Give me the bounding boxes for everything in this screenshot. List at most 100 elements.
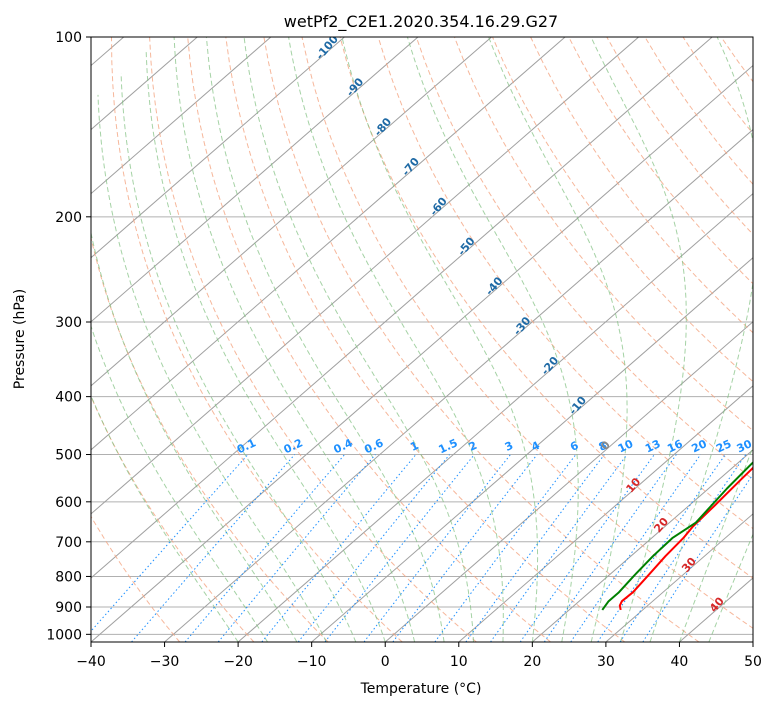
- x-tick-label: 0: [381, 654, 390, 670]
- moist-adiabat-line: [288, 37, 504, 642]
- x-tick-label: 20: [523, 654, 541, 670]
- mixing-ratio-line: [91, 454, 249, 632]
- mixing-ratio-label: 13: [643, 437, 662, 455]
- plot-frame: [90, 36, 754, 643]
- isotherm-line: [91, 37, 272, 195]
- x-tick-label: 10: [450, 654, 468, 670]
- mixing-ratio-label: 1.5: [437, 436, 460, 456]
- mixing-ratio-label: 6: [568, 439, 581, 454]
- moist-adiabat-line: [97, 94, 327, 642]
- dry-adiabat-label: -50: [455, 234, 478, 258]
- y-tick-label: 100: [55, 30, 82, 46]
- mixing-ratio-line: [261, 454, 417, 642]
- dry-adiabat-label: -40: [483, 274, 506, 298]
- isotherm-line: [384, 321, 753, 642]
- isotherm-line: [91, 37, 345, 259]
- isotherm-line: [91, 37, 639, 515]
- moist-adiabat-line: [243, 37, 474, 642]
- mixing-ratio-line: [465, 454, 605, 642]
- x-tick-label: −10: [297, 654, 327, 670]
- mixing-ratio-line: [217, 454, 376, 642]
- mixing-ratio-label: 10: [616, 437, 636, 455]
- isotherm-line: [91, 64, 753, 642]
- x-tick-label: 40: [671, 654, 689, 670]
- isotherm-line: [679, 577, 753, 642]
- x-tick-label: −20: [223, 654, 253, 670]
- x-tick-label: −30: [150, 654, 180, 670]
- moist-adiabat-line: [590, 37, 687, 642]
- mixing-ratio-label: 20: [689, 437, 709, 455]
- dry-adiabat-label: -80: [372, 115, 395, 139]
- reference-labels: 0.1 0.2 0.4 0.6 1 1.5 2 3 4 6 8 10 13 16 20 25 30 36-100-…: [235, 37, 775, 615]
- mixing-ratio-line: [597, 454, 726, 642]
- dry-adiabat-line: [301, 37, 753, 629]
- isotherm-line: [605, 513, 753, 642]
- y-tick-label: 600: [55, 495, 82, 511]
- dry-adiabat-lines: [91, 37, 753, 642]
- mixing-ratio-label: 2: [467, 439, 479, 454]
- temperature-profile-line: [618, 466, 753, 611]
- isotherm-line: [91, 37, 713, 579]
- mixing-ratio-line: [434, 454, 577, 642]
- isobar-grid: [91, 37, 753, 635]
- isotherm-line: [458, 385, 753, 642]
- mixing-ratio-line: [363, 454, 511, 642]
- moist-adiabat-line: [205, 37, 445, 642]
- isotherm-line: [164, 128, 753, 642]
- moist-adiabat-line: [173, 37, 416, 642]
- dry-adiabat-label: 30: [679, 555, 699, 575]
- profile-series: [601, 461, 753, 611]
- mixing-ratio-line: [184, 454, 345, 642]
- moist-adiabat-line: [120, 73, 357, 642]
- mixing-ratio-label: 16: [665, 437, 685, 455]
- moist-adiabat-line: [406, 37, 579, 642]
- mixing-ratio-line: [570, 454, 702, 642]
- isotherm-line: [752, 641, 753, 642]
- y-tick-label: 700: [55, 535, 82, 551]
- y-tick-label: 500: [55, 448, 82, 464]
- mixing-ratio-lines: [91, 454, 753, 642]
- isotherm-line: [237, 192, 753, 642]
- dry-adiabat-line: [225, 37, 626, 642]
- dry-adiabat-line: [111, 37, 403, 642]
- dry-adiabat-line: [263, 37, 700, 642]
- y-axis-ticks: 100 200 300 400 500 600 700 800 900 1000: [46, 30, 91, 643]
- isotherm-line: [91, 37, 419, 323]
- mixing-ratio-label: 3: [503, 439, 515, 454]
- x-tick-label: 50: [744, 654, 762, 670]
- mixing-ratio-label: 0.1: [235, 436, 258, 456]
- dry-adiabat-line: [682, 37, 753, 135]
- dry-adiabat-label: 40: [707, 594, 727, 614]
- isotherm-line: [532, 449, 753, 642]
- x-tick-label: −40: [76, 654, 106, 670]
- mixing-ratio-line: [619, 454, 747, 642]
- isotherm-lines: [91, 37, 753, 642]
- plot-area: 0.1 0.2 0.4 0.6 1 1.5 2 3 4 6 8 10 13 16 20 25 30 36-100-…: [91, 37, 775, 642]
- moist-adiabat-line: [649, 37, 753, 642]
- x-axis-ticks: −40 −30 −20 −10 0 10 20 30 40 50: [76, 642, 762, 670]
- dry-adiabat-label: -10: [566, 394, 589, 418]
- dry-adiabat-line: [187, 37, 551, 642]
- isotherm-line: [91, 37, 566, 451]
- dry-adiabat-line: [453, 37, 753, 432]
- dry-adiabat-label: 10: [624, 475, 644, 495]
- mixing-ratio-label: 30: [735, 437, 755, 455]
- mixing-ratio-label: 36: [755, 437, 775, 455]
- y-tick-label: 300: [55, 315, 82, 331]
- isotherm-line: [91, 37, 492, 387]
- y-tick-label: 200: [55, 210, 82, 226]
- isotherm-line: [91, 37, 198, 131]
- y-tick-label: 1000: [46, 627, 82, 643]
- mixing-ratio-label: 25: [714, 437, 733, 455]
- dry-adiabat-line: [91, 235, 329, 642]
- dry-adiabat-label: -20: [539, 354, 562, 378]
- x-axis-label: Temperature (°C): [360, 681, 482, 697]
- moist-adiabat-lines: [91, 37, 753, 642]
- dry-adiabat-line: [415, 37, 753, 481]
- mixing-ratio-line: [392, 454, 538, 642]
- moist-adiabat-line: [678, 445, 753, 642]
- mixing-ratio-label: 0.2: [282, 436, 305, 456]
- chart-title: wetPf2_C2E1.2020.354.16.29.G27: [284, 12, 558, 32]
- moist-adiabat-line: [91, 230, 298, 642]
